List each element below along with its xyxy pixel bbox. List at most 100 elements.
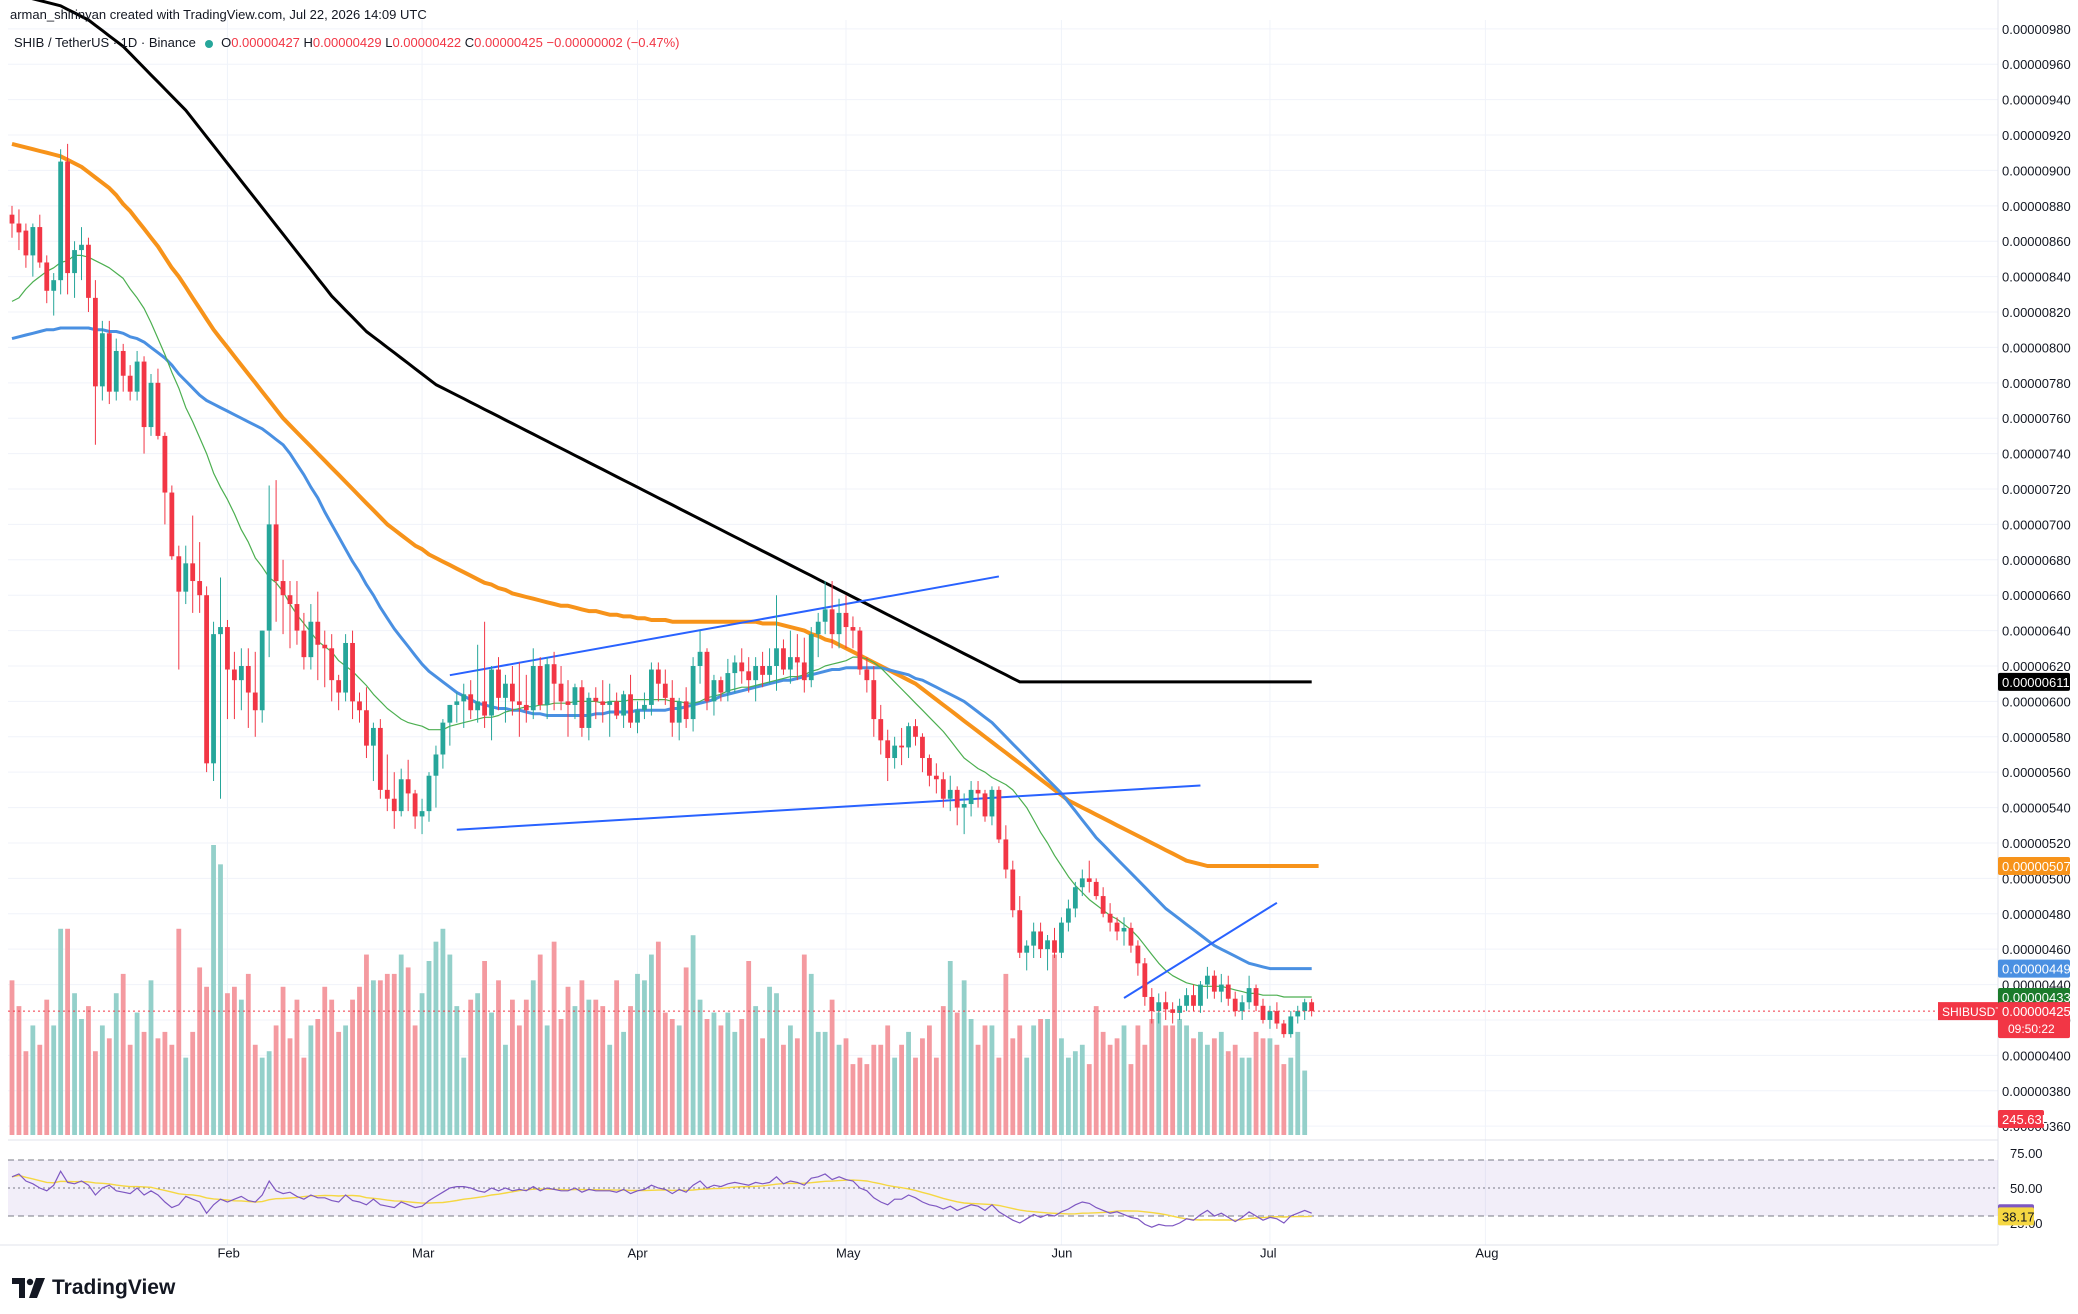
- candle-body: [899, 745, 904, 748]
- candle-body: [1184, 995, 1189, 1006]
- candle: [1211, 970, 1217, 999]
- candle-body: [537, 665, 543, 705]
- candle-body: [1267, 1011, 1273, 1020]
- symbol-tag-text: SHIBUSDT: [1942, 1005, 2003, 1019]
- candle: [718, 676, 724, 702]
- candle: [746, 657, 752, 693]
- change-value: −0.00000002 (−0.47%): [546, 35, 680, 50]
- candle: [808, 627, 814, 688]
- candle: [447, 704, 453, 746]
- candle-body: [1128, 927, 1134, 946]
- candle: [204, 586, 209, 773]
- candle-body: [1086, 878, 1092, 882]
- candle: [1107, 903, 1113, 932]
- candle-body: [72, 250, 77, 274]
- candle-body: [190, 563, 196, 582]
- candle: [44, 255, 50, 304]
- volume-bar: [704, 1019, 710, 1135]
- candle-body: [468, 694, 474, 711]
- candle: [197, 542, 203, 613]
- tradingview-brand[interactable]: TradingView: [12, 1276, 175, 1300]
- candle-body: [259, 630, 265, 711]
- candle-body: [23, 230, 29, 256]
- volume-bar: [1128, 1064, 1134, 1135]
- candle-body: [933, 775, 939, 780]
- candle-body: [433, 754, 439, 776]
- candle-body: [1205, 975, 1210, 985]
- candle-body: [857, 630, 863, 670]
- volume-bar: [308, 1025, 314, 1135]
- volume-bar: [1267, 1038, 1273, 1135]
- candle-body: [628, 694, 633, 723]
- candle-body: [1100, 896, 1106, 914]
- candle-body: [1218, 984, 1224, 992]
- candle: [106, 320, 112, 405]
- symbol-name[interactable]: SHIB / TetherUS · 1D · Binance: [14, 35, 196, 50]
- candle: [836, 598, 842, 649]
- volume-bar: [954, 1012, 960, 1135]
- candle: [1163, 991, 1169, 1020]
- candle: [593, 687, 599, 720]
- time-axis: Feb Mar Apr May Jun Jul Aug: [0, 1244, 1998, 1261]
- candle: [600, 680, 606, 723]
- candle: [558, 665, 564, 711]
- candle: [1177, 998, 1182, 1020]
- candle-body: [454, 701, 460, 705]
- high-value: 0.00000429: [312, 35, 382, 50]
- price-tick-label: 0.00000940: [2002, 93, 2071, 108]
- price-tick-label: 0.00000480: [2002, 907, 2071, 922]
- volume-bar: [1135, 1025, 1141, 1135]
- candle-body: [287, 595, 293, 605]
- volume-bar: [1218, 1031, 1224, 1135]
- volume-bar: [384, 973, 390, 1135]
- candle: [468, 680, 474, 720]
- volume-bar: [829, 999, 835, 1135]
- volume-bar: [225, 993, 230, 1135]
- volume-bar: [259, 1057, 265, 1135]
- candle: [920, 733, 925, 773]
- volume-bar: [864, 1064, 870, 1135]
- volume-bar: [280, 986, 286, 1135]
- volume-bar: [1163, 1025, 1169, 1135]
- candle: [523, 674, 529, 723]
- candle-body: [426, 775, 432, 812]
- candle: [391, 772, 397, 829]
- ma20-badge: [1998, 987, 2070, 1006]
- candle: [384, 754, 390, 812]
- volume-bar: [496, 980, 501, 1135]
- candle: [238, 648, 244, 711]
- candle: [1100, 887, 1106, 918]
- volume-bar: [1246, 1057, 1252, 1135]
- candle-body: [1017, 910, 1023, 953]
- ma20-badge-text: 0.00000433: [2002, 990, 2071, 1005]
- candle: [614, 692, 620, 720]
- candle-body: [746, 671, 752, 681]
- volume-bar: [968, 1019, 974, 1135]
- candle-body: [1038, 931, 1043, 950]
- candle-body: [86, 244, 91, 298]
- volume-bar: [1274, 1044, 1280, 1135]
- candle: [1052, 927, 1057, 959]
- ma200-line: [31, 0, 1312, 684]
- candle-body: [489, 669, 494, 716]
- candle-body: [565, 701, 571, 705]
- high-label: H: [303, 35, 313, 50]
- candle: [280, 559, 286, 635]
- volume-bar: [572, 1006, 578, 1135]
- candle: [211, 621, 216, 782]
- candle: [774, 595, 779, 691]
- candle: [989, 786, 995, 826]
- candle-body: [794, 657, 800, 663]
- candle: [781, 639, 786, 675]
- candle-body: [1253, 988, 1259, 1006]
- volume-bar: [447, 954, 453, 1135]
- candle: [649, 662, 654, 716]
- volume-bar: [482, 961, 487, 1135]
- candle: [1295, 1005, 1301, 1024]
- volume-bar: [551, 941, 557, 1135]
- rsi-tick-label: 50.00: [2010, 1181, 2043, 1196]
- volume-bar: [58, 928, 64, 1135]
- candle-body: [211, 634, 216, 764]
- candle: [704, 648, 710, 711]
